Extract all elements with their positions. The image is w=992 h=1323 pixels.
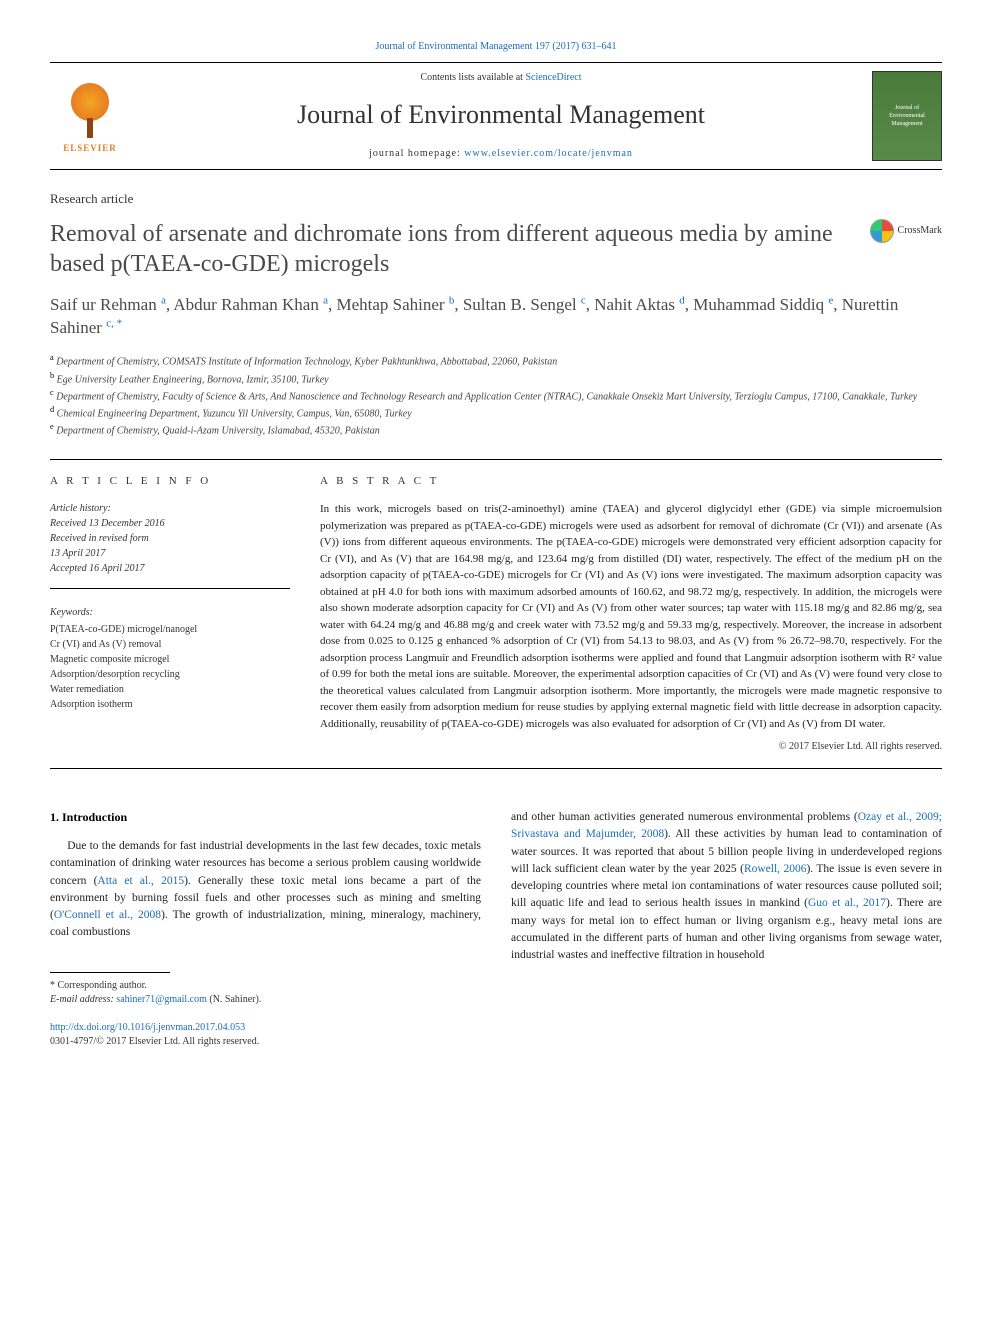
citation-link[interactable]: Guo et al., 2017 — [808, 897, 886, 909]
journal-homepage-line: journal homepage: www.elsevier.com/locat… — [130, 147, 872, 161]
keywords-label: Keywords: — [50, 605, 290, 620]
journal-header: ELSEVIER Contents lists available at Sci… — [50, 62, 942, 170]
contents-available-line: Contents lists available at ScienceDirec… — [130, 71, 872, 85]
journal-reference-link[interactable]: Journal of Environmental Management 197 … — [375, 41, 616, 52]
publisher-logo: ELSEVIER — [50, 71, 130, 161]
abstract-text: In this work, microgels based on tris(2-… — [320, 501, 942, 732]
citation-link[interactable]: Rowell, 2006 — [744, 863, 807, 875]
journal-reference: Journal of Environmental Management 197 … — [50, 40, 942, 54]
crossmark-icon — [870, 219, 894, 243]
abstract-heading: A B S T R A C T — [320, 474, 942, 489]
body-paragraph: and other human activities generated num… — [511, 809, 942, 964]
abstract-copyright: © 2017 Elsevier Ltd. All rights reserved… — [320, 740, 942, 754]
citation-link[interactable]: O'Connell et al., 2008 — [54, 909, 161, 921]
corresponding-email-link[interactable]: sahiner71@gmail.com — [116, 994, 207, 1005]
email-suffix: (N. Sahiner). — [207, 994, 261, 1005]
doi-link[interactable]: http://dx.doi.org/10.1016/j.jenvman.2017… — [50, 1022, 245, 1033]
issn-copyright: 0301-4797/© 2017 Elsevier Ltd. All right… — [50, 1036, 259, 1047]
history-label: Article history: — [50, 503, 111, 514]
citation-link[interactable]: Ozay et al., 2009; Srivastava and Majumd… — [511, 811, 942, 840]
sciencedirect-link[interactable]: ScienceDirect — [525, 72, 581, 83]
affiliations: a Department of Chemistry, COMSATS Insti… — [50, 352, 942, 439]
article-title: Removal of arsenate and dichromate ions … — [50, 219, 850, 279]
journal-homepage-link[interactable]: www.elsevier.com/locate/jenvman — [464, 148, 633, 159]
body-column-right: and other human activities generated num… — [511, 809, 942, 1048]
author-list: Saif ur Rehman a, Abdur Rahman Khan a, M… — [50, 293, 942, 341]
abstract-column: A B S T R A C T In this work, microgels … — [320, 474, 942, 754]
article-type: Research article — [50, 190, 942, 208]
body-column-left: 1. Introduction Due to the demands for f… — [50, 809, 481, 1048]
article-history: Article history: Received 13 December 20… — [50, 501, 290, 589]
article-info-heading: A R T I C L E I N F O — [50, 474, 290, 489]
corresponding-label: * Corresponding author. — [50, 980, 147, 991]
publisher-name: ELSEVIER — [63, 142, 117, 155]
introduction-heading: 1. Introduction — [50, 809, 481, 826]
body-columns: 1. Introduction Due to the demands for f… — [50, 809, 942, 1048]
journal-cover-thumbnail: Journal of Environmental Management — [872, 71, 942, 161]
footer-meta: http://dx.doi.org/10.1016/j.jenvman.2017… — [50, 1021, 481, 1049]
elsevier-tree-icon — [60, 78, 120, 138]
body-paragraph: Due to the demands for fast industrial d… — [50, 838, 481, 942]
crossmark-label: CrossMark — [898, 224, 942, 238]
keywords-block: Keywords: P(TAEA-co-GDE) microgel/nanoge… — [50, 605, 290, 712]
email-label: E-mail address: — [50, 994, 116, 1005]
footnote-separator — [50, 972, 170, 973]
journal-title: Journal of Environmental Management — [130, 97, 872, 133]
article-info-column: A R T I C L E I N F O Article history: R… — [50, 474, 290, 754]
citation-link[interactable]: Atta et al., 2015 — [97, 875, 184, 887]
crossmark-badge[interactable]: CrossMark — [870, 219, 942, 243]
corresponding-author-footnote: * Corresponding author. E-mail address: … — [50, 979, 481, 1007]
